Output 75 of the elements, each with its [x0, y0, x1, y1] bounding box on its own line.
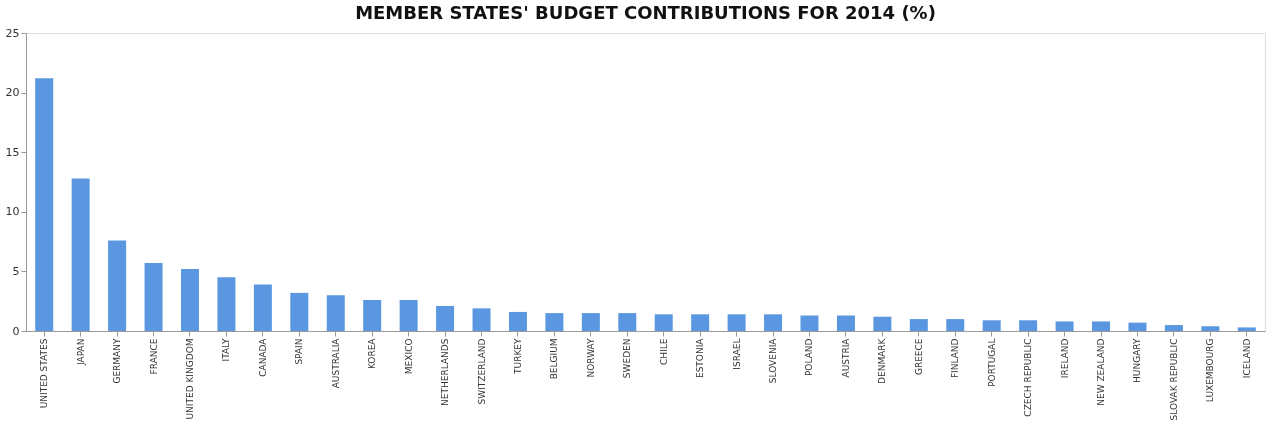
x-tick-label: BELGIUM [549, 338, 560, 380]
bar [253, 284, 272, 331]
x-tick-label: ITALY [221, 338, 232, 362]
bar [108, 240, 127, 331]
y-tick-label: 10 [5, 205, 20, 219]
bar [691, 314, 710, 331]
bar [654, 314, 673, 331]
x-tick-label: HUNGARY [1132, 338, 1143, 383]
y-tick-label: 5 [12, 264, 20, 278]
bar [764, 314, 783, 331]
bar [1164, 325, 1183, 331]
x-tick-label: MEXICO [403, 338, 414, 375]
x-tick-label: GREECE [913, 338, 924, 376]
x-tick-label: IRELAND [1059, 338, 1070, 379]
bar [71, 178, 90, 331]
x-tick-label: ICELAND [1241, 338, 1252, 379]
x-tick-label: JAPAN [75, 338, 86, 366]
y-tick-label: 0 [12, 324, 20, 338]
bar [326, 295, 345, 331]
y-tick-label: 20 [5, 86, 20, 100]
bar [1201, 326, 1220, 331]
x-tick-label: UNITED KINGDOM [184, 338, 195, 420]
x-tick-label: ISRAEL [731, 338, 742, 370]
bar [35, 78, 54, 331]
bar [180, 269, 199, 331]
bar [946, 319, 965, 331]
x-tick-label: PORTUGAL [986, 338, 997, 387]
bar [1237, 327, 1256, 331]
x-tick-label: SLOVENIA [768, 337, 779, 384]
bar [727, 314, 746, 331]
bar [873, 316, 892, 331]
x-tick-label: UNITED STATES [39, 338, 50, 409]
bar [217, 277, 236, 331]
bar [1092, 321, 1111, 331]
x-tick-label: GERMANY [112, 338, 123, 384]
bar [1128, 322, 1147, 331]
bar [363, 300, 382, 331]
x-tick-label: SWITZERLAND [476, 338, 487, 405]
x-tick-label: CZECH REPUBLIC [1023, 338, 1034, 417]
x-tick-label: ESTONIA [695, 337, 706, 379]
bar [581, 313, 600, 331]
bar [399, 300, 418, 331]
bar [800, 315, 819, 331]
y-tick-label: 15 [5, 145, 20, 159]
x-tick-label: AUSTRALIA [330, 337, 341, 389]
x-tick-label: CHILE [658, 338, 669, 365]
bar [1019, 320, 1038, 331]
bar [472, 308, 491, 331]
x-tick-label: NORWAY [585, 338, 596, 378]
x-tick-label: SLOVAK REPUBLIC [1168, 338, 1179, 421]
bar [508, 311, 527, 331]
bar [618, 313, 637, 331]
x-tick-label: DENMARK [877, 337, 888, 384]
x-tick-label: LUXEMBOURG [1205, 338, 1216, 403]
x-tick-label: NEW ZEALAND [1096, 338, 1107, 406]
x-tick-label: SPAIN [294, 338, 305, 365]
x-tick-label: AUSTRIA [840, 337, 851, 378]
x-tick-label: FINLAND [950, 338, 961, 379]
x-tick-label: TURKEY [512, 338, 523, 375]
bar [545, 313, 564, 331]
bar [144, 263, 163, 331]
x-tick-label: SWEDEN [622, 338, 633, 379]
bar [836, 315, 855, 331]
bar [1055, 321, 1074, 331]
bar [909, 319, 928, 331]
y-tick-label: 25 [5, 26, 20, 40]
x-tick-label: KOREA [367, 337, 378, 370]
bar [290, 292, 309, 331]
bar [436, 305, 455, 331]
x-tick-label: FRANCE [148, 338, 159, 375]
x-tick-label: NETHERLANDS [440, 338, 451, 406]
x-tick-label: POLAND [804, 338, 815, 377]
chart-title: MEMBER STATES' BUDGET CONTRIBUTIONS FOR 2014 (%) [355, 2, 936, 23]
x-tick-label: CANADA [257, 337, 268, 377]
bar [982, 320, 1001, 331]
